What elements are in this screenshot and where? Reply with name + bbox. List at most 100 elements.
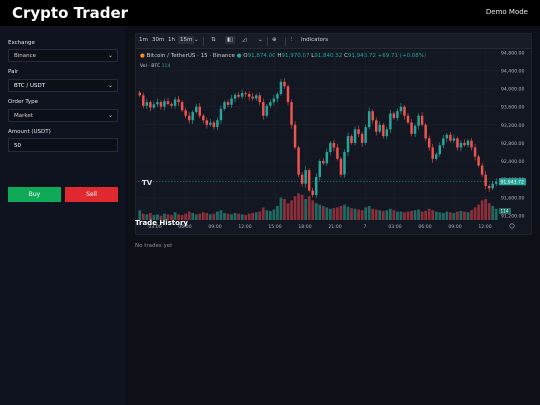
volume-bar [237,213,240,220]
indicators-icon[interactable]: ⫶ [291,37,293,43]
candle-body [491,183,494,189]
candle-body [495,181,498,184]
volume-bar [272,209,276,220]
volume-bar [152,215,156,220]
close-label: C [344,53,348,59]
candle-body [371,111,374,121]
settings-gear-icon[interactable] [509,223,515,229]
y-tick-label: 92,800.00 [501,141,524,147]
amount-input[interactable]: 50 [8,138,118,152]
volume-bar [297,193,300,220]
volume-bar [286,203,290,220]
add-icon[interactable]: ⊕ [272,37,277,43]
candle-body [420,115,424,125]
exchange-label: Exchange [8,40,35,46]
amount-value: 50 [14,142,21,149]
chart-type-dropdown-icon[interactable]: ⌄ [258,37,263,43]
candle-body [297,147,300,175]
volume-bar [208,214,212,220]
volume-bar [494,208,498,220]
volume-bar [145,214,149,220]
volume-bar [254,212,258,220]
interval-15m[interactable]: 15m [178,36,195,44]
sell-button[interactable]: Sell [65,187,118,202]
candle-body [452,138,456,141]
last-volume-badge [499,208,511,214]
compare-icon[interactable]: ⇅ [211,37,216,43]
order-type-select[interactable]: Market ⌄ [8,109,118,122]
volume-bar [173,212,177,220]
volume-bar [350,208,353,220]
candle-body [283,81,286,87]
candle-body [329,142,332,152]
pair-label: Pair [8,69,19,75]
volume-bar [194,214,198,220]
mode-indicator: Demo Mode [485,8,528,16]
volume-bar [434,211,438,220]
candle-body [311,190,314,196]
candle-body [487,186,491,189]
candle-body [343,152,346,175]
candle-body [166,101,170,104]
open-value: 91,874.00 [247,53,276,59]
candle-body [255,95,258,99]
candle-body [463,142,466,146]
candle-body [262,102,265,116]
price-chart[interactable]: 1m 30m 1h 15m ⌄ ⇅ ▮▯ ◿ ⌄ ⊕ ⫶ Indicators … [135,33,532,235]
candle-body [180,102,184,111]
interval-dropdown-icon[interactable]: ⌄ [194,37,199,43]
x-tick-label: 12:00 [478,224,491,230]
candle-body [198,106,201,116]
volume-bar [156,214,159,220]
volume-bar [388,208,392,220]
candle-body [364,127,367,143]
volume-bar [184,213,188,220]
volume-bar [480,200,484,220]
trade-history-empty: No trades yet [135,243,173,249]
buy-button[interactable]: Buy [8,187,61,202]
volume-bar [216,211,219,220]
y-tick-label: 91,600.00 [501,195,524,201]
volume-bar [473,207,477,220]
pair-select[interactable]: BTC / USDT ⌄ [8,79,118,92]
interval-1m[interactable]: 1m [139,37,148,43]
open-label: O [243,53,248,59]
exchange-select[interactable]: Binance ⌄ [8,49,118,62]
order-type-value: Market [14,113,33,119]
candle-body [187,115,191,121]
candle-body [435,154,438,159]
volume-bar [212,213,216,220]
candlestick-plot[interactable]: 94,800.00 94,400.00 94,000.00 93,600.00 93,2… [136,50,531,235]
interval-1h[interactable]: 1h [168,37,175,43]
toolbar-divider [267,37,268,46]
volume-bar [417,209,420,220]
candle-body [357,129,360,134]
candle-body [473,147,477,157]
volume-bar [484,199,488,220]
candle-body [191,112,194,121]
volume-value: 114 [161,64,171,69]
close-value: 91,943.72 [347,53,376,59]
chart-type-icon[interactable]: ◿ [242,37,247,43]
volume-bar [268,210,272,220]
candle-body [431,147,434,159]
volume-bar [374,209,378,220]
candle-body [300,174,304,184]
x-tick-label: 06:00 [418,224,431,230]
volume-bar [438,212,442,220]
interval-30m[interactable]: 30m [152,37,165,43]
indicators-button[interactable]: Indicators [301,37,329,43]
candles-icon[interactable]: ▮▯ [225,36,236,44]
volume-bar [201,212,205,220]
volume-bar [293,196,297,220]
candle-body [149,102,152,108]
candle-body [424,124,427,139]
candle-body [456,138,459,148]
volume-bar [170,215,173,220]
x-tick-label: 03:00 [388,224,401,230]
candle-body [360,133,364,143]
symbol-name: Bitcoin / TetherUS · 15 · Binance [146,53,235,59]
candle-body [205,120,209,125]
volume-bar [463,211,466,220]
candle-body [459,142,463,148]
